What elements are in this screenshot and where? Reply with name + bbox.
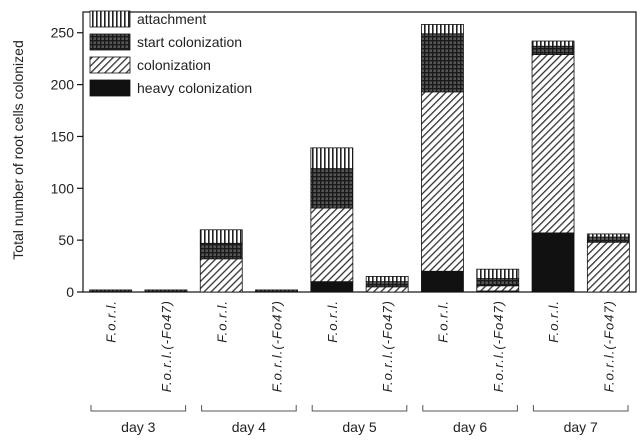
x-category-label: F.o.r.l. — [214, 300, 229, 343]
y-tick-label: 200 — [51, 77, 75, 93]
legend-label: attachment — [137, 11, 206, 27]
bar-segment-start-colonization — [421, 33, 464, 93]
bar-segment-attachment — [476, 268, 520, 279]
bar-segment-colonization — [586, 241, 630, 293]
group-label: day 4 — [232, 419, 266, 435]
bar-segment-attachment — [586, 233, 630, 238]
group-label: day 5 — [342, 419, 376, 435]
x-category-label: F.o.r.l.(-Fo47) — [601, 300, 616, 392]
group-bracket — [90, 405, 187, 412]
bar-segment-attachment — [199, 229, 243, 244]
bar-segment-colonization — [310, 207, 354, 283]
bar-segment-attachment — [365, 276, 409, 283]
bar-segment-attachment — [255, 289, 298, 292]
bar-segment-colonization — [476, 285, 520, 292]
bar-segment-colonization — [365, 286, 409, 293]
x-category-label: F.o.r.l. — [435, 300, 450, 343]
y-tick-label: 0 — [66, 284, 74, 300]
x-category-label: F.o.r.l.(-Fo47) — [270, 300, 285, 392]
group-bracket — [422, 405, 518, 412]
legend-swatch — [89, 33, 131, 51]
bar-segment-colonization — [421, 91, 464, 272]
bar-segment-attachment — [144, 289, 188, 292]
bar-segment-start-colonization — [365, 281, 409, 288]
bar-segment-start-colonization — [476, 278, 520, 287]
y-tick-label: 150 — [51, 128, 75, 144]
bar-segment-attachment — [531, 40, 575, 47]
bar-segment-attachment — [310, 147, 354, 169]
y-tick-label: 250 — [51, 25, 75, 41]
bar-segment-start-colonization — [586, 236, 630, 243]
legend-label: colonization — [137, 57, 211, 73]
bar-segment-start-colonization — [199, 242, 243, 260]
bar-segment-colonization — [531, 54, 575, 234]
x-category-label: F.o.r.l.(-Fo47) — [491, 300, 506, 392]
legend-swatch — [89, 79, 131, 97]
chart-frame — [82, 11, 637, 293]
group-label: day 3 — [121, 419, 155, 435]
legend-swatch — [89, 56, 131, 74]
y-axis-title: Total number of root cells colonized — [10, 40, 26, 259]
x-category-label: F.o.r.l. — [546, 300, 561, 343]
bar-segment-heavy-colonization — [531, 232, 575, 293]
group-bracket — [311, 405, 408, 412]
legend: attachment start colonization colonization… — [89, 10, 252, 97]
bar-segment-heavy-colonization — [421, 270, 464, 293]
group-brackets: day 3 day 4 day 5 day 6 day 7 — [90, 405, 629, 435]
legend-label: start colonization — [137, 34, 242, 50]
y-tick-label: 100 — [51, 180, 75, 196]
legend-swatch — [89, 10, 131, 28]
bar-segment-start-colonization — [310, 168, 354, 209]
y-axis: 0 50 100 150 200 250 — [51, 25, 83, 300]
legend-label: heavy colonization — [137, 80, 252, 96]
bar-segment-colonization — [199, 258, 243, 293]
x-category-label: F.o.r.l. — [104, 300, 119, 343]
group-label: day 6 — [453, 419, 487, 435]
bar-segment-attachment — [421, 24, 464, 35]
group-bracket — [201, 405, 297, 412]
plot-frame — [82, 11, 637, 293]
x-category-label: F.o.r.l. — [325, 300, 340, 343]
bar-segment-attachment — [89, 289, 133, 292]
bar-segment-heavy-colonization — [310, 281, 354, 293]
chart-bars — [89, 24, 630, 293]
group-label: day 7 — [564, 419, 598, 435]
y-tick-label: 50 — [58, 232, 74, 248]
group-bracket — [532, 405, 629, 412]
x-category-label: F.o.r.l.(-Fo47) — [380, 300, 395, 392]
bar-segment-start-colonization — [531, 45, 575, 55]
x-axis: F.o.r.l. F.o.r.l.(-Fo47) F.o.r.l. F.o.r.l.(… — [104, 300, 617, 392]
x-category-label: F.o.r.l.(-Fo47) — [159, 300, 174, 392]
